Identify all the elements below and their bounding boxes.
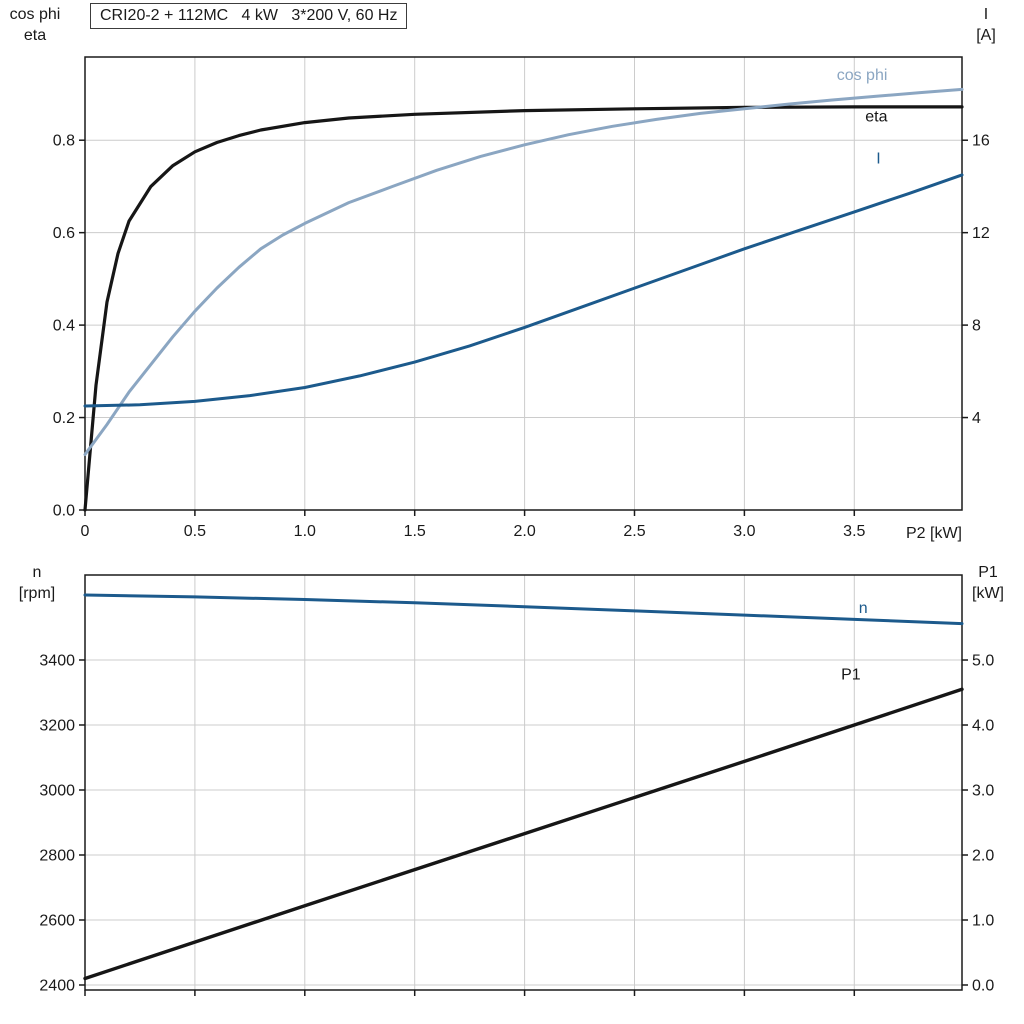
x-tick-label: 2.5 [623, 523, 645, 540]
series-label-P1: P1 [841, 667, 861, 684]
x-tick-label: 1.0 [294, 523, 316, 540]
top-right-axis-title: I [A] [960, 4, 1012, 46]
bottom-left-axis-title: n [rpm] [6, 562, 68, 604]
axis-title-current: I [983, 6, 989, 23]
y-left-tick-label: 3000 [39, 782, 75, 799]
series-I [83, 173, 964, 408]
y-left-tick-label: 3200 [39, 717, 75, 734]
y-right-tick-label: 3.0 [972, 783, 994, 800]
y-right-tick-label: 0.0 [972, 977, 994, 994]
axis-title-speed-unit: [rpm] [18, 585, 56, 602]
series-label-I: I [876, 150, 880, 167]
y-left-tick-label: 0.4 [53, 318, 75, 335]
plot-frame [84, 56, 963, 511]
chart-title: CRI20-2 + 112MC 4 kW 3*200 V, 60 Hz [90, 3, 408, 29]
axis-title-cos-phi: cos phi [9, 6, 61, 23]
series-n [83, 593, 964, 626]
axis-title-eta: eta [23, 27, 47, 44]
series-label-n: n [859, 600, 868, 617]
axis-title-current-unit: [A] [976, 27, 996, 44]
x-axis-label: P2 [kW] [905, 525, 962, 542]
y-left-tick-label: 0.0 [53, 503, 75, 520]
y-right-tick-label: 12 [972, 225, 990, 242]
y-left-tick-label: 0.8 [53, 133, 75, 150]
y-right-tick-label: 8 [972, 318, 981, 335]
x-tick-label: 1.5 [404, 523, 426, 540]
y-right-tick-label: 1.0 [972, 912, 994, 929]
axis-title-speed: n [32, 564, 42, 581]
x-tick-label: 0.5 [184, 523, 206, 540]
y-right-tick-label: 5.0 [972, 653, 994, 670]
series-label-cos_phi: cos phi [837, 67, 888, 84]
y-right-tick-label: 4.0 [972, 718, 994, 735]
top-left-axis-title: cos phi eta [2, 4, 68, 46]
x-tick-label: 3.0 [733, 523, 755, 540]
axis-title-p1: P1 [978, 564, 998, 581]
axis-title-p1-unit: [kW] [972, 585, 1004, 602]
x-tick-label: 2.0 [513, 523, 535, 540]
y-left-tick-label: 3400 [39, 652, 75, 669]
y-left-tick-label: 2400 [39, 977, 75, 994]
series-label-eta: eta [865, 109, 887, 126]
y-right-tick-label: 4 [972, 410, 981, 427]
x-tick-label: 3.5 [843, 523, 865, 540]
series-P1 [83, 687, 964, 981]
plot-frame [84, 574, 963, 991]
y-left-tick-label: 0.6 [53, 225, 75, 242]
y-left-tick-label: 2600 [39, 912, 75, 929]
y-left-tick-label: 2800 [39, 847, 75, 864]
y-left-tick-label: 0.2 [53, 410, 75, 427]
y-right-tick-label: 16 [972, 133, 990, 150]
series-eta [83, 105, 964, 512]
series-cos_phi [83, 87, 964, 456]
bottom-right-axis-title: P1 [kW] [958, 562, 1018, 604]
y-right-tick-label: 2.0 [972, 848, 994, 865]
x-tick-label: 0 [81, 523, 90, 540]
